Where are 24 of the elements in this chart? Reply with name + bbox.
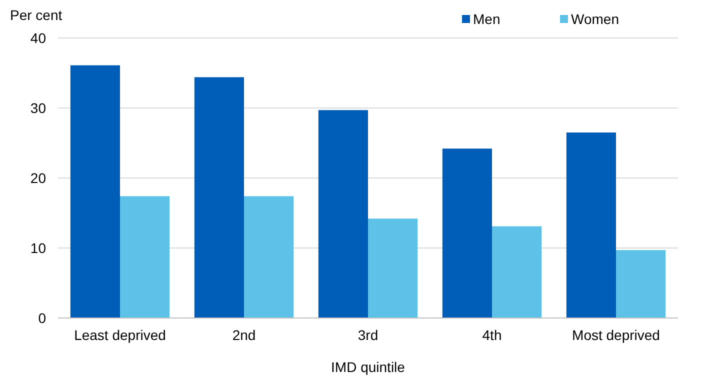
legend-label: Women	[571, 10, 619, 27]
y-tick-label: 10	[30, 240, 46, 256]
x-tick-label: 2nd	[232, 327, 256, 343]
y-axis-title: Per cent	[10, 7, 62, 23]
bar	[616, 250, 666, 318]
x-tick-label: 3rd	[358, 327, 378, 343]
bar	[70, 65, 120, 318]
y-tick-label: 20	[30, 170, 46, 186]
bar	[120, 196, 170, 318]
x-tick-label: Most deprived	[572, 327, 660, 343]
legend-label: Men	[473, 10, 500, 27]
y-tick-label: 0	[38, 310, 46, 326]
y-tick-label: 30	[30, 100, 46, 116]
bar	[244, 196, 294, 318]
bar	[368, 218, 418, 318]
x-tick-label: 4th	[482, 327, 502, 343]
x-axis-title: IMD quintile	[331, 359, 406, 375]
bar	[442, 148, 492, 318]
x-tick-label: Least deprived	[74, 327, 166, 343]
bar	[492, 226, 542, 318]
bar	[194, 77, 244, 318]
y-tick-label: 40	[30, 30, 46, 46]
bar	[318, 110, 368, 318]
bar	[566, 132, 616, 318]
